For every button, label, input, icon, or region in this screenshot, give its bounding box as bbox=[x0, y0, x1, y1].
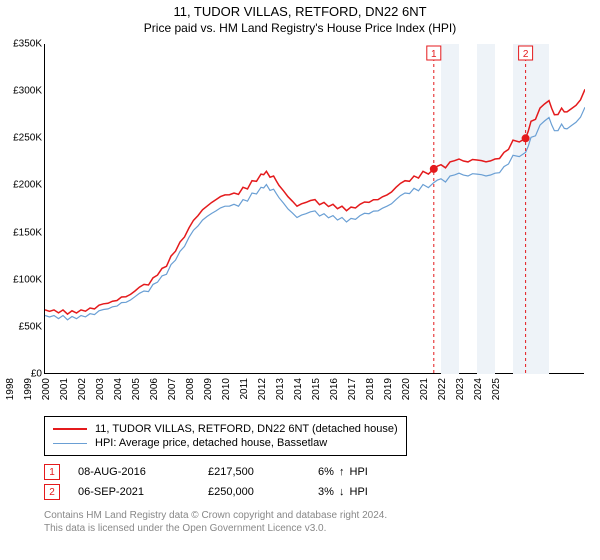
transaction-pct: 3% ↓ HPI bbox=[318, 486, 368, 498]
arrow-down-icon: ↓ bbox=[339, 486, 345, 498]
transaction-row: 2 06-SEP-2021£250,0003% ↓ HPI bbox=[44, 484, 368, 500]
transaction-marker: 2 bbox=[44, 484, 60, 500]
attribution-footer: Contains HM Land Registry data © Crown c… bbox=[44, 510, 387, 535]
legend-swatch bbox=[53, 428, 87, 430]
x-tick-label: 2025 bbox=[491, 378, 600, 400]
chart-titles: 11, TUDOR VILLAS, RETFORD, DN22 6NT Pric… bbox=[0, 0, 600, 35]
legend-label: 11, TUDOR VILLAS, RETFORD, DN22 6NT (det… bbox=[95, 423, 398, 435]
legend-row: HPI: Average price, detached house, Bass… bbox=[53, 437, 398, 449]
legend: 11, TUDOR VILLAS, RETFORD, DN22 6NT (det… bbox=[44, 416, 407, 456]
y-tick-label: £100K bbox=[2, 274, 42, 285]
footer-line: Contains HM Land Registry data © Crown c… bbox=[44, 510, 387, 523]
chart-container: 11, TUDOR VILLAS, RETFORD, DN22 6NT Pric… bbox=[0, 0, 600, 560]
transaction-pct: 6% ↑ HPI bbox=[318, 466, 368, 478]
legend-swatch bbox=[53, 443, 87, 444]
y-tick-label: £150K bbox=[2, 227, 42, 238]
y-tick-label: £300K bbox=[2, 86, 42, 97]
legend-label: HPI: Average price, detached house, Bass… bbox=[95, 437, 327, 449]
transaction-price: £217,500 bbox=[208, 466, 318, 478]
y-tick-label: £350K bbox=[2, 39, 42, 50]
legend-row: 11, TUDOR VILLAS, RETFORD, DN22 6NT (det… bbox=[53, 423, 398, 435]
transaction-date: 06-SEP-2021 bbox=[78, 486, 208, 498]
transaction-date: 08-AUG-2016 bbox=[78, 466, 208, 478]
series-price-paid bbox=[45, 89, 585, 314]
svg-text:2: 2 bbox=[523, 49, 529, 60]
chart-title: 11, TUDOR VILLAS, RETFORD, DN22 6NT bbox=[0, 4, 600, 19]
series-hpi bbox=[45, 107, 585, 320]
chart-subtitle: Price paid vs. HM Land Registry's House … bbox=[0, 21, 600, 35]
y-tick-label: £50K bbox=[2, 321, 42, 332]
transaction-price: £250,000 bbox=[208, 486, 318, 498]
svg-text:1: 1 bbox=[431, 49, 437, 60]
transaction-row: 1 08-AUG-2016£217,5006% ↑ HPI bbox=[44, 464, 368, 480]
transaction-marker: 1 bbox=[44, 464, 60, 480]
transaction-rows: 1 08-AUG-2016£217,5006% ↑ HPI 2 06-SEP-2021… bbox=[44, 460, 368, 504]
y-tick-label: £200K bbox=[2, 180, 42, 191]
footer-line: This data is licensed under the Open Gov… bbox=[44, 523, 387, 536]
y-tick-label: £250K bbox=[2, 133, 42, 144]
chart-svg: 12 bbox=[45, 44, 585, 374]
arrow-up-icon: ↑ bbox=[339, 466, 345, 478]
plot-area: 12 bbox=[44, 44, 584, 374]
